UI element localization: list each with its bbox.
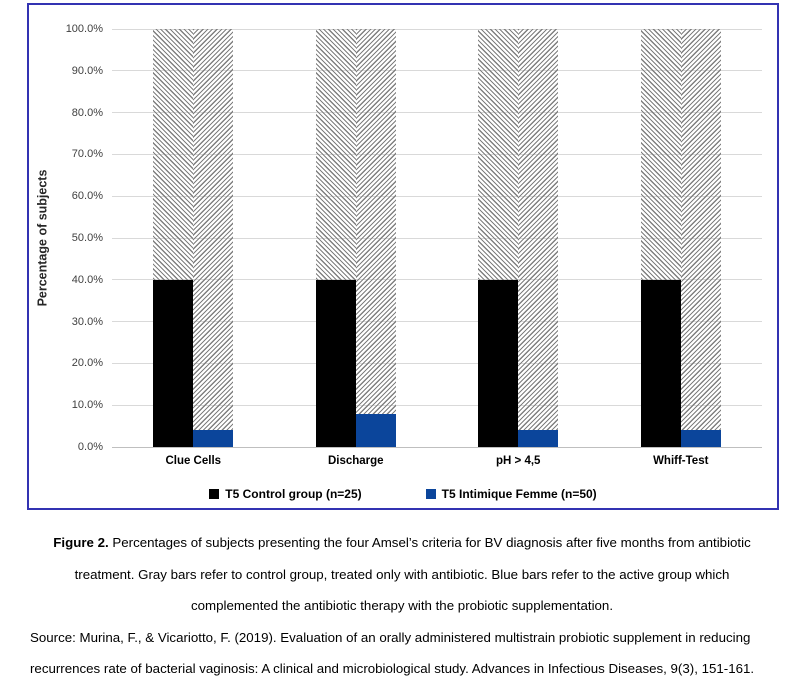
- legend-swatch: [209, 489, 220, 499]
- category-label-clue-cells: Clue Cells: [165, 455, 222, 467]
- bar-fill: [193, 430, 234, 447]
- gridline: [112, 362, 762, 364]
- caption-block: Figure 2. Percentages of subjects presen…: [30, 527, 774, 685]
- gridline: [112, 70, 762, 72]
- bar-t5-control-group-n-25-clue-cells: [153, 29, 194, 447]
- bar-fill: [518, 430, 559, 447]
- bar-fill: [478, 279, 519, 447]
- y-tick-label: 90.0%: [71, 64, 103, 77]
- y-tick-label: 0.0%: [77, 441, 103, 453]
- gridline: [112, 28, 762, 30]
- bar-t5-intimique-femme-n-50-discharge: [355, 29, 396, 447]
- category-label-whiff-test: Whiff-Test: [653, 455, 709, 467]
- bar-t5-intimique-femme-n-50-clue-cells: [193, 29, 234, 447]
- bar-t5-control-group-n-25-discharge: [315, 29, 356, 447]
- gridline: [112, 153, 762, 155]
- x-axis-line: [112, 446, 762, 448]
- legend-label: T5 Control group (n=25): [225, 487, 362, 501]
- bar-t5-intimique-femme-n-50-whiff-test: [680, 29, 721, 447]
- legend-swatch: [425, 489, 436, 499]
- chart-frame: Percentage of subjects 0.0% 10.0% 20.0% 30.…: [27, 3, 779, 510]
- y-tick-label: 50.0%: [71, 232, 103, 244]
- gridline: [112, 112, 762, 114]
- gridline: [112, 279, 762, 281]
- figure-caption-label: Figure 2.: [53, 535, 109, 550]
- plot-area: 0.0% 10.0% 20.0% 30.0% 40.0% 50.0% 60.0% 70.0% 8…: [66, 23, 762, 467]
- y-tick-label: 10.0%: [71, 399, 103, 412]
- gridline: [112, 404, 762, 406]
- gridline: [112, 321, 762, 323]
- y-tick-label: 30.0%: [71, 315, 103, 328]
- y-tick-label: 60.0%: [71, 190, 103, 203]
- bar-t5-control-group-n-25-whiff-test: [640, 29, 681, 447]
- bar-fill: [153, 279, 194, 447]
- y-tick-label: 20.0%: [71, 357, 103, 370]
- y-tick-label: 80.0%: [71, 106, 103, 119]
- bar-fill: [640, 279, 681, 447]
- figure-caption: Figure 2. Percentages of subjects presen…: [30, 527, 774, 622]
- bar-fill: [315, 279, 356, 447]
- bar-fill: [680, 430, 721, 447]
- y-tick-label: 40.0%: [71, 273, 103, 286]
- legend-label: T5 Intimique Femme (n=50): [441, 487, 597, 501]
- legend-item-t5-intimique-femme-n-50: T5 Intimique Femme (n=50): [425, 487, 597, 501]
- bar-t5-intimique-femme-n-50-ph-4-5: [518, 29, 559, 447]
- figure-caption-text: Percentages of subjects presenting the f…: [74, 535, 751, 613]
- category-label-ph-4-5: pH > 4,5: [496, 455, 541, 467]
- y-tick-label: 100.0%: [65, 23, 103, 35]
- y-tick-label: 70.0%: [71, 148, 103, 161]
- category-label-discharge: Discharge: [327, 455, 384, 467]
- gridline: [112, 195, 762, 197]
- gridline: [112, 237, 762, 239]
- bar-fill: [355, 413, 396, 447]
- bar-t5-control-group-n-25-ph-4-5: [478, 29, 519, 447]
- source-citation: Source: Murina, F., & Vicariotto, F. (20…: [30, 629, 755, 677]
- legend: T5 Control group (n=25) T5 Intimique Femm…: [29, 487, 777, 501]
- legend-item-t5-control-group-n-25: T5 Control group (n=25): [209, 487, 362, 501]
